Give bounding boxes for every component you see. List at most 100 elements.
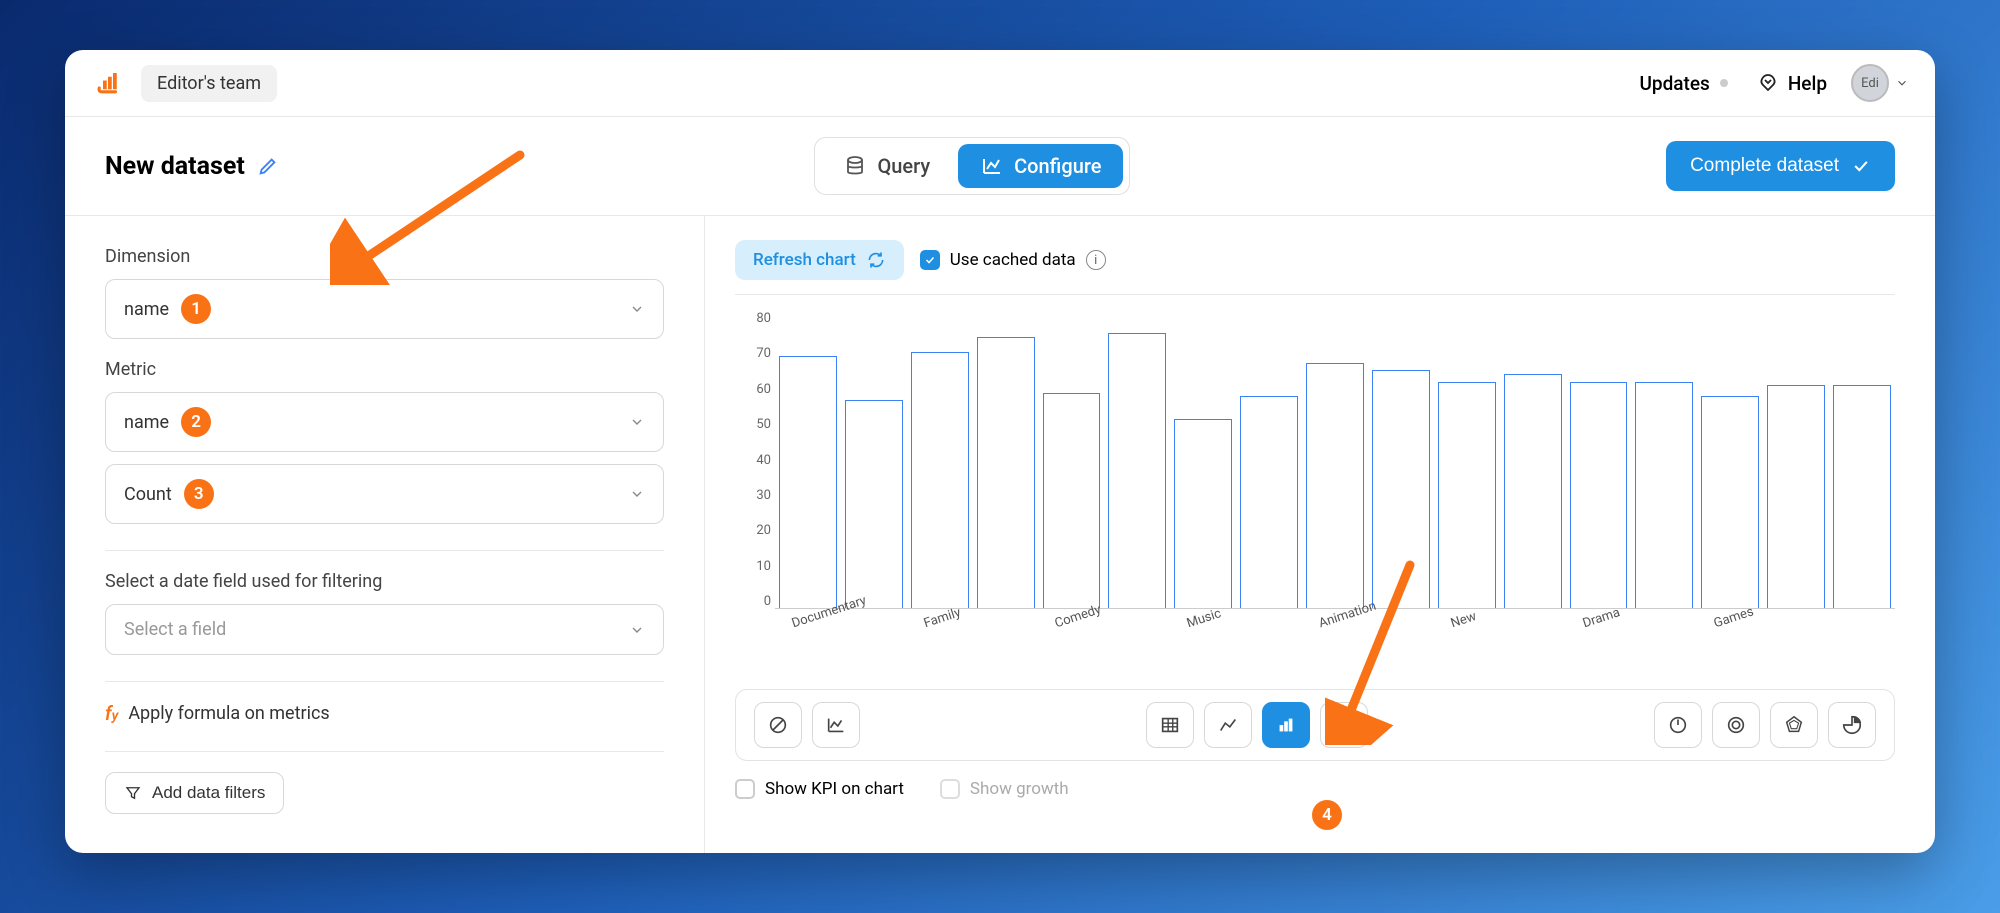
bar-chart-icon xyxy=(1275,714,1297,736)
bar xyxy=(1240,396,1298,608)
show-growth-label: Show growth xyxy=(970,779,1069,799)
bar xyxy=(977,337,1035,608)
y-axis: 80706050403020100 xyxy=(735,311,771,609)
chart-type-number[interactable]: # xyxy=(1320,702,1368,748)
bar xyxy=(779,356,837,608)
step-badge-3: 3 xyxy=(184,479,214,509)
date-field-placeholder: Select a field xyxy=(124,619,226,640)
help-link[interactable]: Help xyxy=(1756,71,1827,95)
donut-icon xyxy=(1725,714,1747,736)
bar xyxy=(1372,370,1430,608)
checkbox-icon xyxy=(920,250,940,270)
tab-query[interactable]: Query xyxy=(821,144,952,188)
chevron-down-icon xyxy=(1895,76,1909,90)
chevron-down-icon xyxy=(629,622,645,638)
chart-type-area[interactable] xyxy=(1204,702,1252,748)
chart-type-donut[interactable] xyxy=(1712,702,1760,748)
user-menu[interactable]: Edi xyxy=(1851,64,1909,102)
step-badge-1: 1 xyxy=(181,294,211,324)
chevron-down-icon xyxy=(629,414,645,430)
chart-type-bar[interactable] xyxy=(1262,702,1310,748)
chart-type-table[interactable] xyxy=(1146,702,1194,748)
team-chip[interactable]: Editor's team xyxy=(141,65,277,102)
cached-label: Use cached data xyxy=(950,250,1076,270)
bar xyxy=(1438,382,1496,608)
chart-icon xyxy=(980,154,1004,178)
info-icon[interactable]: i xyxy=(1086,250,1106,270)
complete-btn-label: Complete dataset xyxy=(1690,155,1839,177)
formula-label: Apply formula on metrics xyxy=(128,703,329,724)
apply-formula-link[interactable]: fy Apply formula on metrics xyxy=(105,702,664,725)
dimension-value: name xyxy=(124,299,169,320)
step-badge-4: 4 xyxy=(1312,800,1342,830)
show-kpi-toggle[interactable]: Show KPI on chart xyxy=(735,779,904,799)
cached-data-toggle[interactable]: Use cached data i xyxy=(920,250,1106,270)
title-row: New dataset Query Configure Complete dat… xyxy=(65,117,1935,216)
avatar: Edi xyxy=(1851,64,1889,102)
bar xyxy=(1043,393,1101,608)
bar xyxy=(845,400,903,608)
bar xyxy=(1833,385,1891,608)
x-axis-labels: DocumentaryFamilyComedyMusicAnimationNew… xyxy=(775,611,1895,647)
metric-value: name xyxy=(124,412,169,433)
add-filters-label: Add data filters xyxy=(152,783,265,803)
metric-select[interactable]: name 2 xyxy=(105,392,664,452)
chart-type-none[interactable] xyxy=(754,702,802,748)
date-field-select[interactable]: Select a field xyxy=(105,604,664,655)
edit-title-button[interactable] xyxy=(257,155,279,177)
show-growth-toggle: Show growth xyxy=(940,779,1069,799)
app-window: Editor's team Updates Help Edi New datas… xyxy=(65,50,1935,853)
date-filter-label: Select a date field used for filtering xyxy=(105,571,664,592)
filter-icon xyxy=(124,784,142,802)
dimension-select[interactable]: name 1 xyxy=(105,279,664,339)
aggregation-select[interactable]: Count 3 xyxy=(105,464,664,524)
view-segmented-control: Query Configure xyxy=(814,137,1130,195)
bar xyxy=(1767,385,1825,608)
app-logo[interactable] xyxy=(91,66,125,100)
complete-dataset-button[interactable]: Complete dataset xyxy=(1666,141,1895,191)
refresh-chart-button[interactable]: Refresh chart xyxy=(735,240,904,280)
main-area: Dimension name 1 Metric name 2 xyxy=(65,216,1935,853)
chart-type-line[interactable] xyxy=(812,702,860,748)
configure-panel: Dimension name 1 Metric name 2 xyxy=(65,216,705,853)
database-icon xyxy=(843,154,867,178)
bar xyxy=(1306,363,1364,608)
bar xyxy=(1108,333,1166,608)
checkbox-icon xyxy=(735,779,755,799)
updates-dot-icon xyxy=(1720,79,1728,87)
bar xyxy=(1174,419,1232,608)
chart-type-bar: # xyxy=(735,689,1895,761)
bar xyxy=(1570,382,1628,608)
gauge-icon xyxy=(1667,714,1689,736)
chart-type-pie[interactable] xyxy=(1828,702,1876,748)
checkbox-icon xyxy=(940,779,960,799)
aggregation-value: Count xyxy=(124,484,172,505)
chart-panel: Refresh chart Use cached data i 80706050… xyxy=(705,216,1935,853)
bars-area xyxy=(775,311,1895,609)
bar xyxy=(911,352,969,608)
tab-configure-label: Configure xyxy=(1014,154,1101,178)
tab-configure[interactable]: Configure xyxy=(958,144,1123,188)
tab-query-label: Query xyxy=(877,154,930,178)
bar xyxy=(1635,382,1693,608)
step-badge-2: 2 xyxy=(181,407,211,437)
chevron-down-icon xyxy=(629,301,645,317)
updates-label: Updates xyxy=(1639,72,1709,95)
table-icon xyxy=(1159,714,1181,736)
page-title: New dataset xyxy=(105,152,245,181)
formula-icon: fy xyxy=(105,702,118,725)
updates-link[interactable]: Updates xyxy=(1639,72,1727,95)
chart-type-gauge[interactable] xyxy=(1654,702,1702,748)
chevron-down-icon xyxy=(629,486,645,502)
radar-icon xyxy=(1783,714,1805,736)
bar-chart: 80706050403020100 DocumentaryFamilyComed… xyxy=(735,311,1895,641)
add-data-filters-button[interactable]: Add data filters xyxy=(105,772,284,814)
empty-icon xyxy=(767,714,789,736)
refresh-label: Refresh chart xyxy=(753,250,856,270)
metric-label: Metric xyxy=(105,359,664,380)
chart-type-radar[interactable] xyxy=(1770,702,1818,748)
help-icon xyxy=(1756,71,1780,95)
help-label: Help xyxy=(1788,72,1827,95)
topbar: Editor's team Updates Help Edi xyxy=(65,50,1935,117)
area-chart-icon xyxy=(1217,714,1239,736)
